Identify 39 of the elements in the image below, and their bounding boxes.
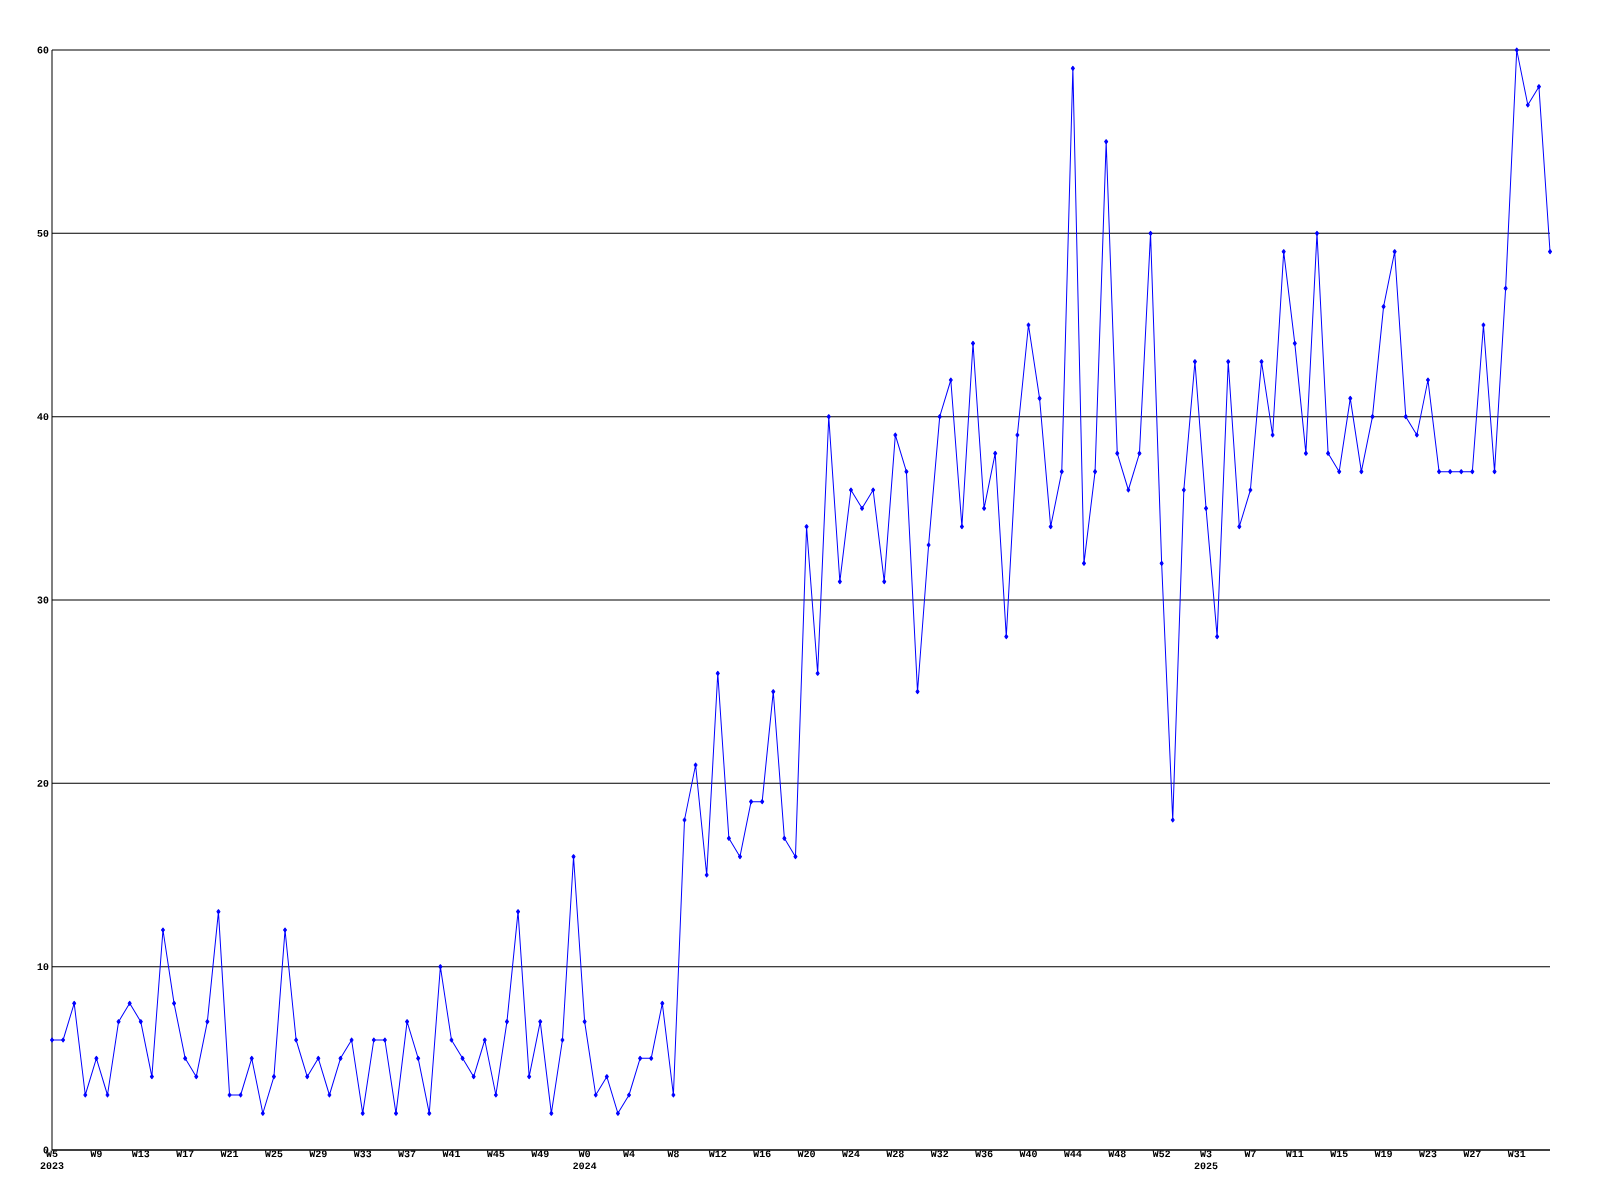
x-tick-label: W27 [1463, 1150, 1481, 1158]
x-tick-label: W44 [1063, 1150, 1082, 1157]
x-tick-label: W11 [1285, 1150, 1304, 1157]
x-tick-label: W0 2024 [573, 1150, 597, 1170]
y-tick-label: 10 [37, 963, 49, 971]
x-tick-label: W48 [1108, 1150, 1126, 1158]
x-tick-label: W8 [667, 1150, 679, 1158]
y-tick-label: 20 [37, 779, 49, 787]
x-tick-label: W23 [1418, 1150, 1437, 1158]
x-tick-label: W31 [1507, 1150, 1526, 1158]
y-tick-label: 40 [37, 413, 49, 421]
x-tick-label: W41 [442, 1150, 461, 1157]
x-tick-label: W52 [1152, 1150, 1171, 1158]
x-tick-label: W7 [1244, 1150, 1256, 1157]
x-tick-label: W12 [708, 1150, 727, 1158]
x-tick-label: W9 [90, 1150, 102, 1158]
x-tick-label: W40 [1019, 1150, 1037, 1158]
y-tick-label: 50 [37, 229, 49, 237]
x-tick-label: W49 [531, 1150, 549, 1158]
x-tick-label: W21 [220, 1150, 239, 1158]
x-tick-label: W13 [131, 1150, 150, 1158]
x-tick-label: W45 [486, 1150, 505, 1158]
y-tick-label: 60 [37, 46, 49, 54]
x-tick-label: W24 [841, 1150, 860, 1158]
x-tick-label: W17 [176, 1150, 194, 1157]
y-tick-label: 30 [37, 596, 49, 604]
x-tick-label: W4 [623, 1150, 635, 1157]
x-tick-label: W28 [886, 1150, 904, 1158]
x-tick-label: W25 [264, 1150, 283, 1158]
x-tick-label: W37 [398, 1150, 416, 1158]
x-tick-label: W3 2025 [1194, 1150, 1218, 1170]
x-tick-label: W36 [975, 1150, 993, 1158]
x-tick-label: W33 [353, 1150, 372, 1158]
x-tick-label: W20 [797, 1150, 815, 1158]
x-tick-label: W16 [753, 1150, 771, 1158]
x-tick-label: W15 [1330, 1150, 1348, 1158]
x-tick-label: W29 [309, 1150, 327, 1158]
x-tick-label: W32 [930, 1150, 949, 1158]
x-tick-label: W19 [1374, 1150, 1392, 1158]
